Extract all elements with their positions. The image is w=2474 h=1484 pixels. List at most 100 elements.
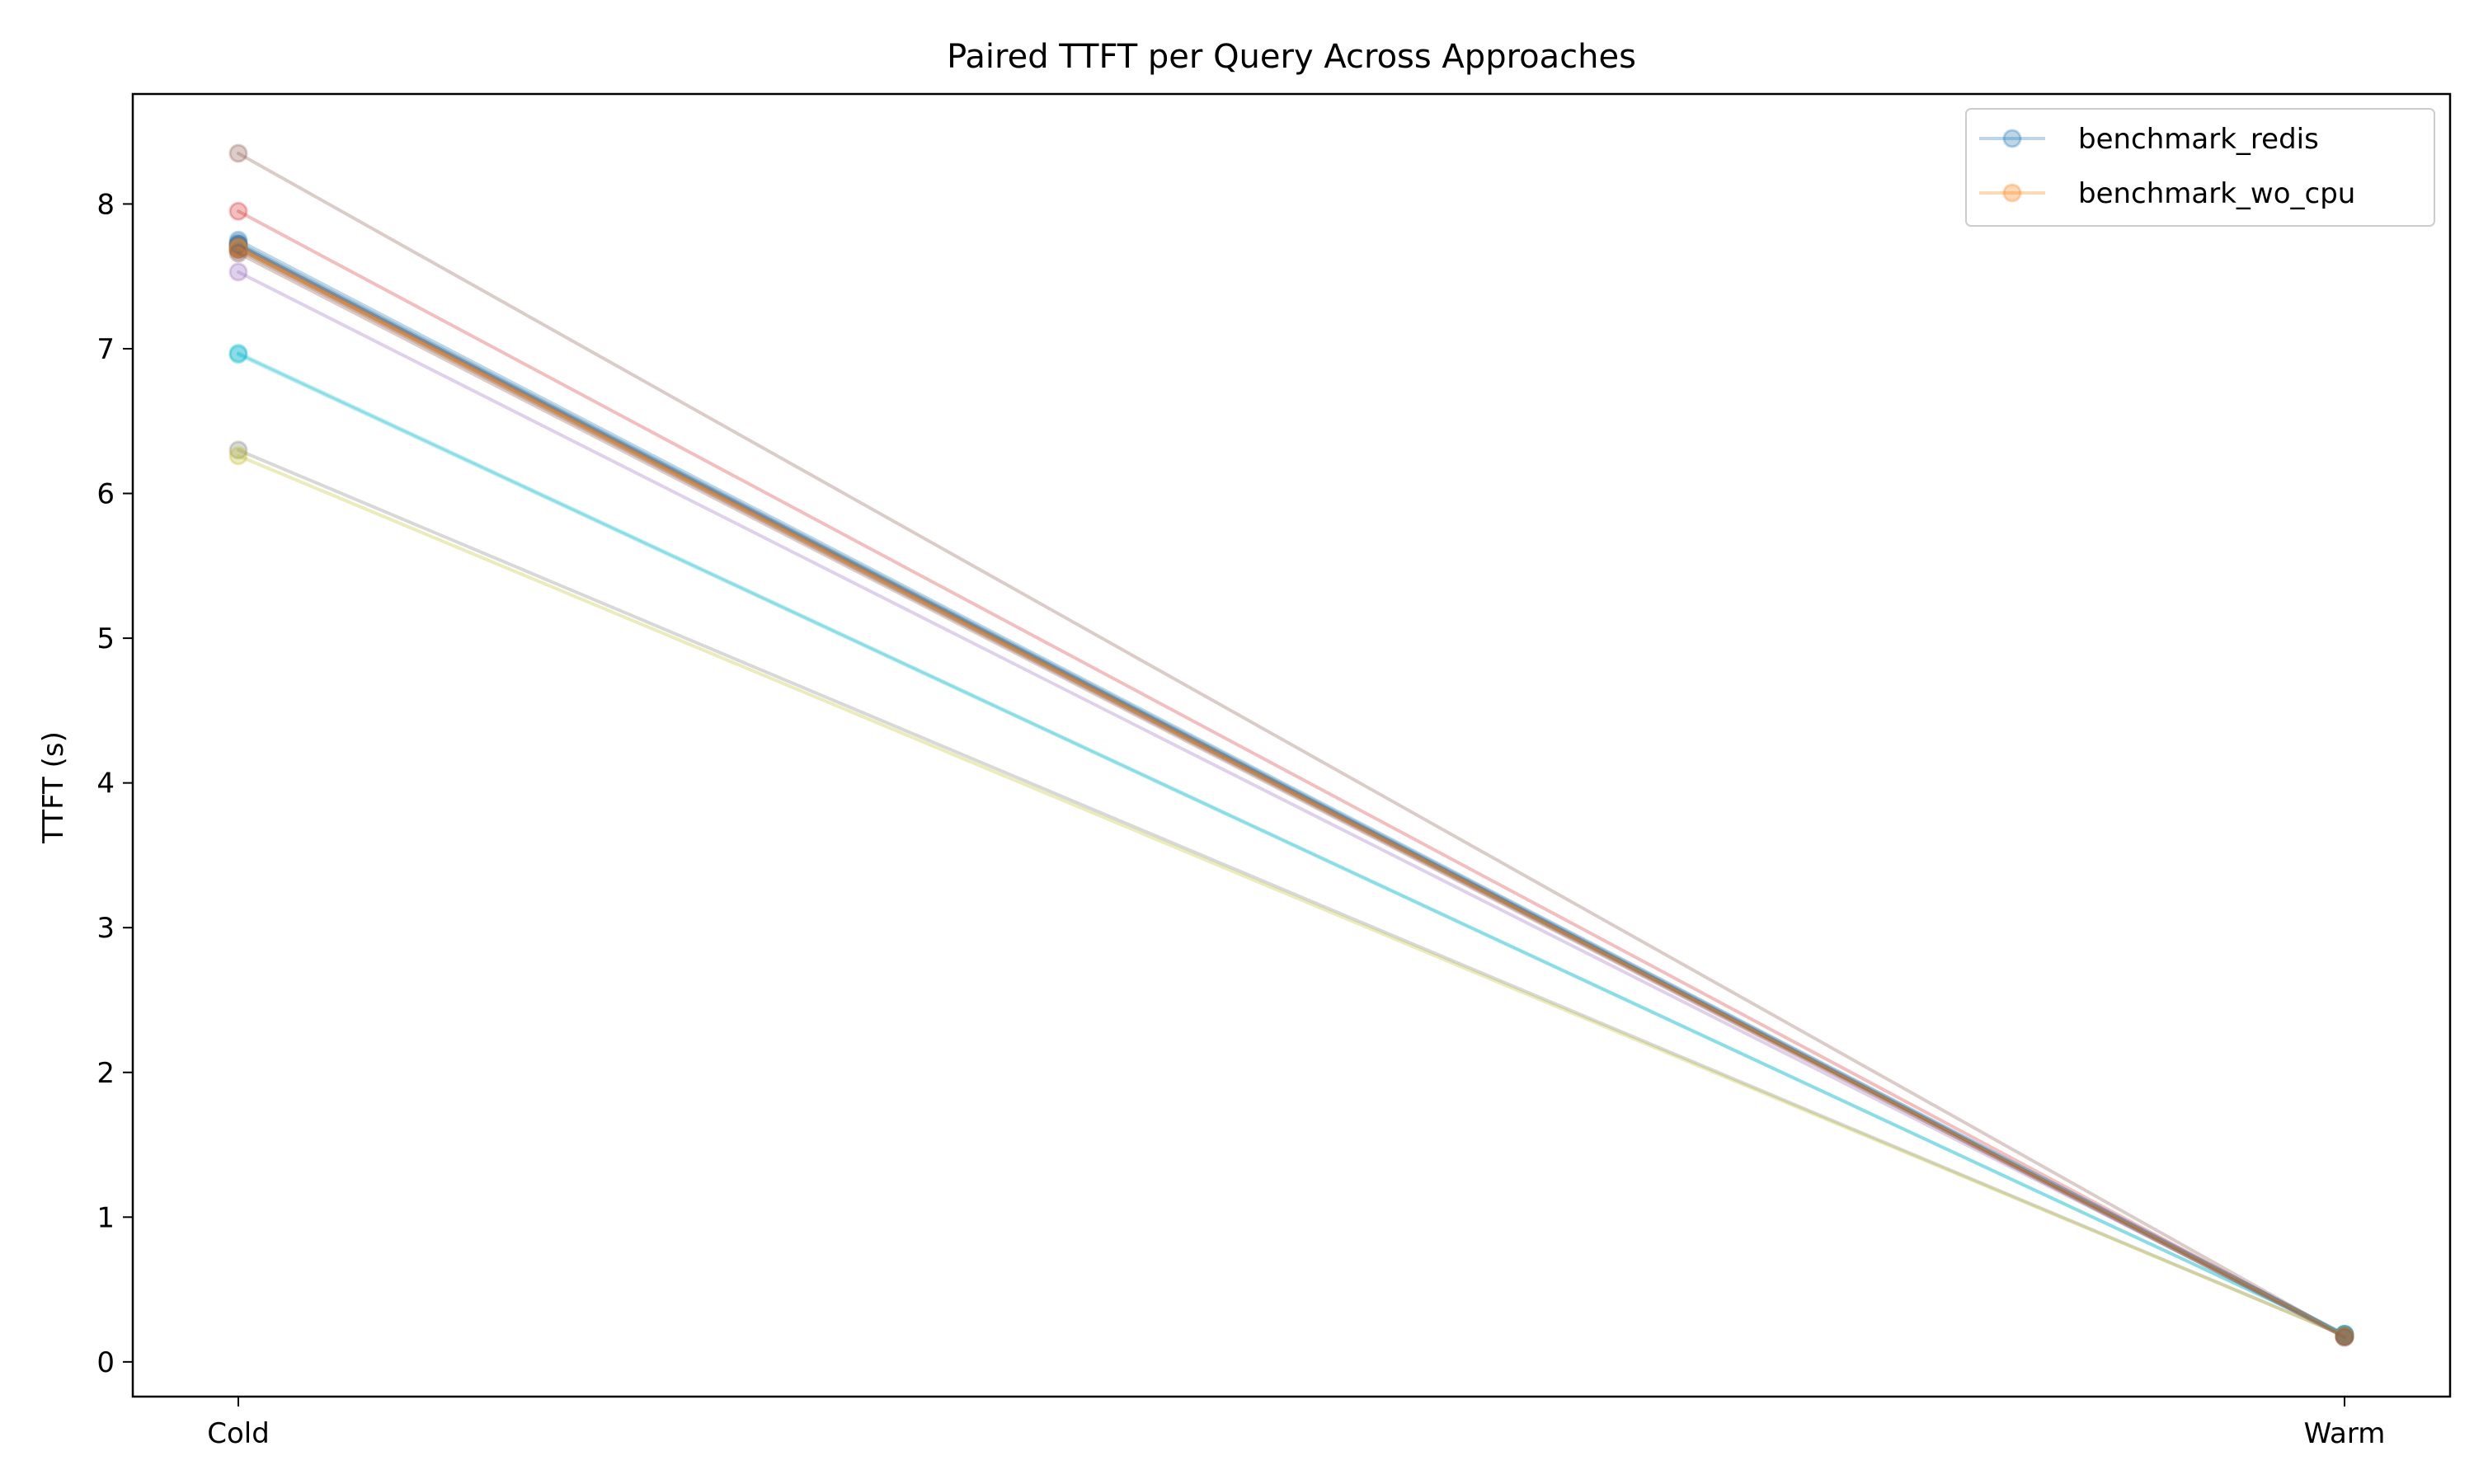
data-point <box>2335 1326 2354 1345</box>
legend: benchmark_redis benchmark_wo_cpu <box>1965 108 2435 227</box>
data-point <box>2335 1326 2354 1345</box>
series-line <box>237 238 2346 1336</box>
legend-label: benchmark_wo_cpu <box>2078 177 2355 210</box>
data-point <box>228 233 248 253</box>
data-point <box>228 239 248 259</box>
series-line <box>237 448 2346 1338</box>
chart-title: Paired TTFT per Query Across Approaches <box>947 38 1636 76</box>
series-line <box>237 247 2346 1338</box>
legend-swatch-marker <box>2002 183 2022 203</box>
series-line <box>237 241 2346 1336</box>
y-tick-label: 8 <box>96 188 115 221</box>
series-21 <box>228 237 2354 1345</box>
series-line <box>237 246 2346 1338</box>
series-16 <box>228 237 2354 1345</box>
data-point <box>228 235 248 255</box>
data-point <box>2335 1326 2354 1345</box>
series-11 <box>228 236 2354 1345</box>
data-point <box>2335 1326 2354 1345</box>
data-point <box>2335 1326 2354 1345</box>
data-point <box>228 440 248 460</box>
series-8 <box>228 446 2354 1345</box>
data-point <box>2335 1325 2354 1345</box>
legend-box <box>1965 108 2435 227</box>
series-1 <box>228 237 2354 1345</box>
data-point <box>228 201 248 221</box>
data-point <box>2335 1326 2354 1345</box>
data-point <box>2335 1327 2354 1347</box>
data-point <box>2335 1327 2354 1347</box>
data-point <box>2335 1326 2354 1345</box>
data-point <box>228 446 248 466</box>
data-point <box>228 343 248 363</box>
y-tick-label: 6 <box>96 478 115 511</box>
series-line <box>237 246 2346 1338</box>
series-17 <box>228 236 2354 1345</box>
data-point <box>2335 1326 2354 1345</box>
data-point <box>228 230 248 250</box>
series-22 <box>228 243 2354 1347</box>
series-7 <box>228 440 2354 1345</box>
series-layer <box>228 143 2354 1347</box>
data-point <box>228 237 248 257</box>
data-point <box>2335 1326 2354 1345</box>
data-point <box>228 237 248 257</box>
series-line <box>237 351 2346 1336</box>
series-line <box>237 209 2346 1338</box>
series-10 <box>228 233 2354 1345</box>
legend-item: benchmark_redis <box>1979 123 2319 156</box>
series-2 <box>228 235 2354 1345</box>
series-5 <box>228 143 2354 1345</box>
data-point <box>2335 1325 2354 1345</box>
data-point <box>2335 1325 2354 1345</box>
series-line <box>237 242 2346 1338</box>
legend-item: benchmark_wo_cpu <box>1979 177 2355 210</box>
series-19 <box>228 345 2354 1345</box>
data-point <box>228 262 248 282</box>
series-0 <box>228 230 2354 1345</box>
data-point <box>228 236 248 256</box>
data-point <box>2335 1326 2354 1345</box>
series-4 <box>228 262 2354 1345</box>
data-point <box>2335 1325 2354 1345</box>
data-point <box>2335 1326 2354 1345</box>
data-point <box>228 239 248 259</box>
data-point <box>228 237 248 257</box>
y-tick-label: 3 <box>96 912 115 945</box>
series-line <box>237 247 2346 1338</box>
data-point <box>2335 1326 2354 1345</box>
series-line <box>237 270 2346 1338</box>
series-13 <box>228 239 2354 1345</box>
legend-swatch-marker <box>2002 129 2022 148</box>
data-point <box>2335 1326 2354 1345</box>
plot-frame <box>131 92 2452 1398</box>
y-tick-label: 1 <box>96 1201 115 1234</box>
y-tick-label: 7 <box>96 333 115 366</box>
x-tick-label: Cold <box>207 1417 270 1450</box>
y-tick-label: 5 <box>96 622 115 655</box>
series-12 <box>228 237 2354 1345</box>
y-axis-label: TTFT (s) <box>37 731 70 844</box>
series-6 <box>228 239 2354 1345</box>
series-line <box>237 246 2346 1338</box>
data-point <box>228 143 248 163</box>
data-point <box>228 236 248 256</box>
y-tick-label: 2 <box>96 1057 115 1090</box>
series-15 <box>228 241 2354 1347</box>
series-line <box>237 151 2346 1338</box>
series-line <box>237 251 2346 1340</box>
legend-label: benchmark_redis <box>2078 123 2319 156</box>
data-point <box>228 237 248 257</box>
series-14 <box>228 235 2354 1345</box>
data-point <box>228 241 248 261</box>
data-point <box>2335 1326 2354 1345</box>
data-point <box>2335 1326 2354 1345</box>
series-line <box>237 248 2346 1340</box>
x-tick-label: Warm <box>2304 1417 2386 1450</box>
series-line <box>237 242 2346 1338</box>
data-point <box>228 235 248 255</box>
y-tick-label: 4 <box>96 768 115 801</box>
series-line <box>237 242 2346 1338</box>
series-line <box>237 244 2346 1338</box>
series-18 <box>228 239 2354 1345</box>
